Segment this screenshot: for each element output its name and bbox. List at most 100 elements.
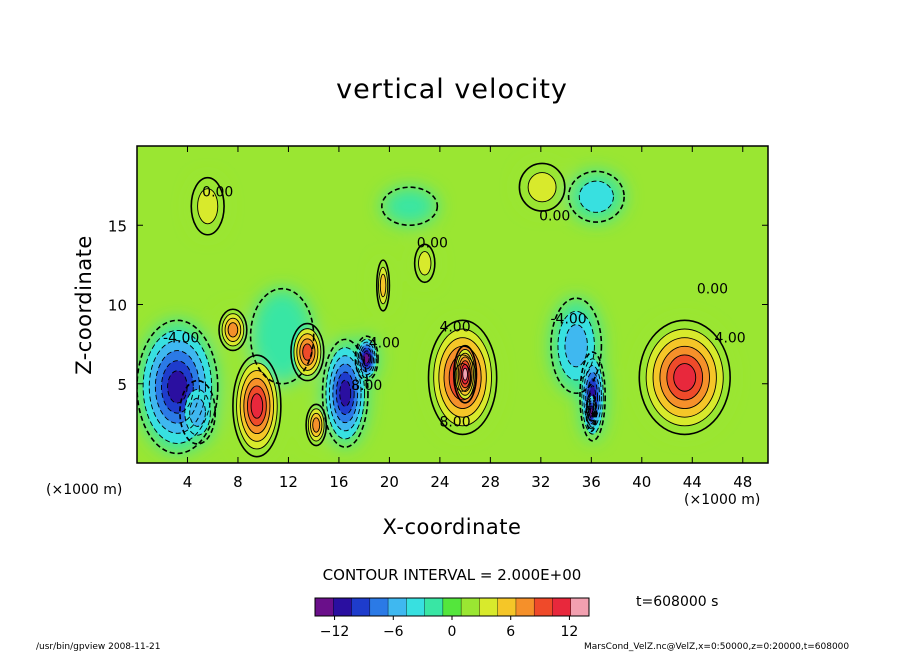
contour-cell-8-level-2 <box>438 337 487 418</box>
field-cell-18-level-1 <box>579 181 614 213</box>
contour-label-5: 4.00 <box>439 319 470 335</box>
contour-cell-12-level-0 <box>585 392 598 433</box>
contour-cell-3-level-1 <box>293 328 322 376</box>
colorbar-swatch-8 <box>461 598 480 616</box>
contour-label-2: 4.00 <box>369 335 400 351</box>
colorbar-swatch-6 <box>424 598 444 616</box>
contour-cell-5-level-3 <box>332 363 359 424</box>
contour-cell-4-level-1 <box>307 408 325 442</box>
contour-cell-13-level-1 <box>645 328 724 427</box>
time-label: t=608000 s <box>636 594 719 610</box>
contour-cell-9-level-6 <box>462 367 468 381</box>
x-tick-label-48: 48 <box>733 473 752 491</box>
contour-cell-12-level-2 <box>587 397 596 427</box>
contour-cell-2-level-2 <box>239 370 275 442</box>
chart-title: vertical velocity <box>336 74 568 105</box>
contour-cell-14-level-1 <box>221 313 245 347</box>
colorbar-swatch-13 <box>552 598 572 616</box>
contour-cell-5-level-5 <box>339 379 352 407</box>
contour-cell-9-level-1 <box>454 349 476 400</box>
contour-cell-1-level-1 <box>184 388 211 436</box>
contour-cell-11-level-2 <box>583 365 602 428</box>
field-cell-7-level-2 <box>380 274 386 297</box>
colorbar-tick-label-6: 6 <box>506 624 515 640</box>
x-tick-label-4: 4 <box>183 473 193 491</box>
contour-cell-10-level-0 <box>550 297 603 395</box>
contour-label-1: 0.00 <box>202 185 233 201</box>
field-cell-12-level-6 <box>590 408 593 417</box>
colorbar-swatch-9 <box>479 598 499 616</box>
contour-cell-0-level-1 <box>142 329 213 444</box>
contour-cell-7-level-1 <box>378 266 389 305</box>
contour-cell-15-level-1 <box>197 188 219 225</box>
contour-cell-6-level-1 <box>356 338 377 379</box>
colorbar-swatch-10 <box>497 598 517 616</box>
field-cell-6-level-6 <box>364 353 370 364</box>
x-tick-label-8: 8 <box>233 473 243 491</box>
footer-program-date: /usr/bin/gpview 2008-11-21 <box>36 642 161 652</box>
field-cell-3-level-4 <box>302 343 313 361</box>
contour-cell-5-level-4 <box>335 371 355 415</box>
x-tick-label-40: 40 <box>632 473 651 491</box>
contour-cell-1-level-2 <box>189 397 206 427</box>
contour-cell-5-level-1 <box>325 347 365 440</box>
contour-cell-5-level-0 <box>321 338 369 448</box>
contour-cell-8-level-0 <box>427 319 498 436</box>
contour-cell-17-level-1 <box>527 172 557 203</box>
contour-label-7: 0.00 <box>539 208 570 224</box>
contour-cell-12-level-3 <box>587 400 595 425</box>
contour-cell-14-level-3 <box>227 322 239 338</box>
contour-cell-6-level-4 <box>360 347 373 370</box>
x-tick-label-20: 20 <box>380 473 399 491</box>
x-tick-label-44: 44 <box>683 473 702 491</box>
contour-cell-3-level-2 <box>296 333 319 371</box>
contour-cell-18-level-0 <box>567 170 625 223</box>
contour-cell-7-level-0 <box>375 259 391 312</box>
colorbar-swatch-2 <box>351 598 371 616</box>
contour-cell-15-level-0 <box>190 176 225 236</box>
x-axis-label: X-coordinate <box>382 515 522 539</box>
colorbar-swatch-0 <box>315 598 334 616</box>
colorbar <box>314 597 590 617</box>
contour-cell-4-level-3 <box>312 417 321 433</box>
contour-cell-12-level-1 <box>586 395 597 430</box>
field-cell-16-level-0 <box>381 187 438 226</box>
y-axis: 5 10 15 <box>108 217 768 394</box>
contour-cell-6-level-0 <box>354 335 379 382</box>
contour-cell-13-level-2 <box>652 337 717 418</box>
contour-cell-19-level-0 <box>413 243 436 284</box>
contour-cell-20-level-0 <box>249 287 315 385</box>
colorbar-swatch-12 <box>534 598 553 616</box>
x-tick-label-32: 32 <box>531 473 550 491</box>
contour-labels: -4.00 0.00 4.00 8.00 0.00 4.00 8.00 0.00 -4.00 0.… <box>163 185 746 431</box>
field-cell-9-level-6 <box>462 368 468 381</box>
contour-label-0: -4.00 <box>163 331 199 347</box>
contour-label-9: 0.00 <box>697 281 728 297</box>
contour-cell-19-level-1 <box>418 251 432 276</box>
field-cell-5-level-5 <box>339 380 351 407</box>
field-cell-2-level-5 <box>251 393 263 419</box>
colorbar-swatch-14 <box>570 598 590 616</box>
contour-cell-12-level-4 <box>588 402 595 422</box>
contour-lines <box>137 162 731 458</box>
contour-cell-2-level-3 <box>243 377 271 435</box>
contour-cell-0-level-0 <box>137 319 219 455</box>
colorbar-swatch-4 <box>388 598 407 616</box>
contour-cell-0-level-4 <box>161 360 194 414</box>
contour-cell-6-level-3 <box>359 344 375 373</box>
x-tick-label-16: 16 <box>329 473 348 491</box>
contour-cell-6-level-6 <box>363 353 370 364</box>
colorbar-swatch-1 <box>333 598 353 616</box>
colorbar-swatch-5 <box>406 598 426 616</box>
contour-label-4: 0.00 <box>417 235 448 251</box>
contour-cell-6-level-5 <box>362 350 372 367</box>
x-unit-label-right: (×1000 m) <box>684 492 761 508</box>
y-axis-label: Z-coordinate <box>72 235 96 375</box>
footer-data-source: MarsCond_VelZ.nc@VelZ,x=0:50000,z=0:2000… <box>584 642 850 652</box>
colorbar-tick-label-12: 12 <box>561 624 579 640</box>
colorbar-swatch-11 <box>515 598 535 616</box>
contour-cell-9-level-2 <box>456 352 474 396</box>
contour-cell-13-level-5 <box>673 363 697 392</box>
contour-cell-12-level-5 <box>589 405 594 420</box>
contour-cell-6-level-2 <box>357 341 376 376</box>
